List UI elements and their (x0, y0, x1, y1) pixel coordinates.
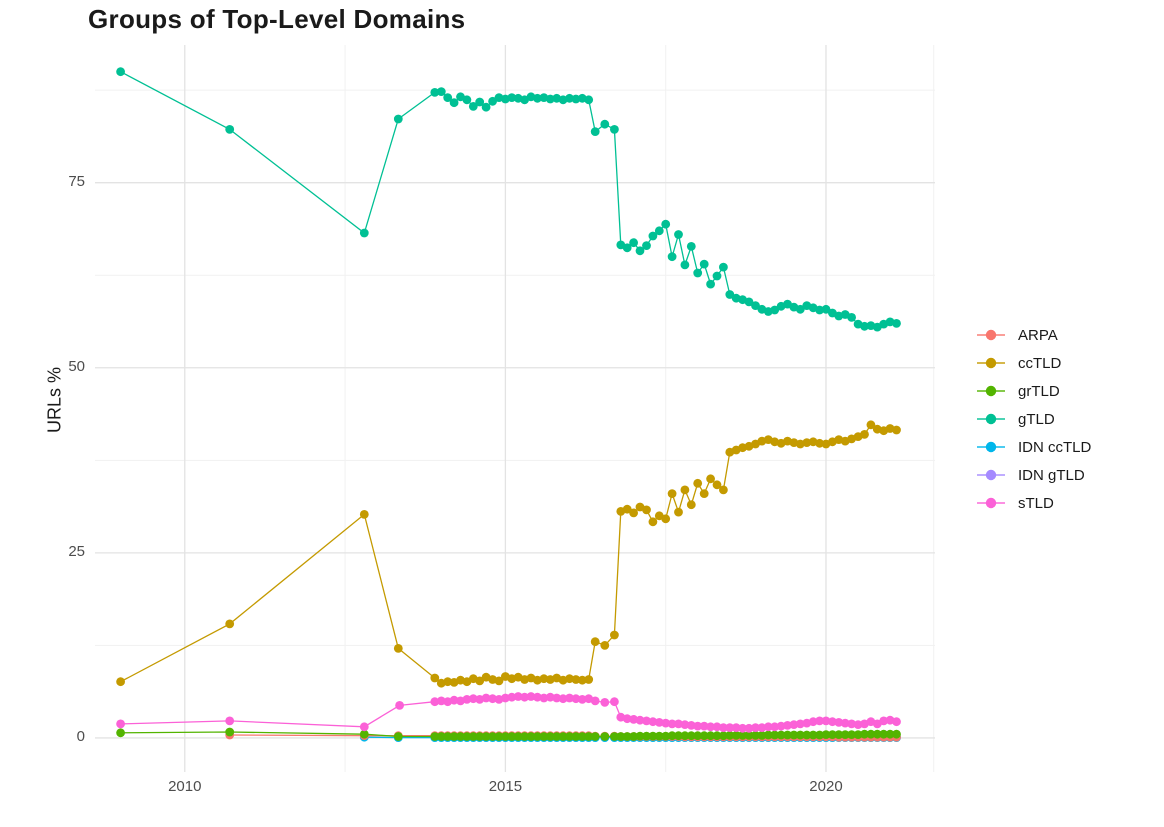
series-cctld (116, 420, 901, 688)
y-tick-label: 0 (76, 727, 85, 745)
legend-key-cctld-icon (977, 357, 1005, 369)
legend-key-stld-icon (977, 497, 1005, 509)
legend-label: grTLD (1018, 382, 1060, 400)
legend-key-gtld-icon (977, 413, 1005, 425)
x-tick-label: 2010 (168, 778, 202, 795)
grid-layer (95, 45, 935, 772)
series-cctld-line (120, 423, 897, 684)
legend-item-stld: sTLD (974, 489, 1091, 517)
plot-svg (95, 45, 935, 772)
legend: ARPA ccTLD grTLD gTLD IDN ccTLD IDN gTLD sTLD (974, 321, 1091, 517)
series-grtld (116, 727, 901, 741)
legend-item-idn-gtld: IDN gTLD (974, 461, 1091, 489)
series-stld (116, 692, 901, 733)
x-tick-label: 2020 (809, 778, 843, 795)
legend-label: gTLD (1018, 410, 1055, 428)
x-tick-label: 2015 (488, 778, 523, 795)
legend-label: IDN gTLD (1018, 466, 1085, 484)
legend-label: sTLD (1018, 494, 1054, 512)
legend-item-grtld: grTLD (974, 377, 1091, 405)
y-tick-label: 25 (68, 542, 85, 560)
legend-item-cctld: ccTLD (974, 349, 1091, 377)
series-gtld-line (120, 71, 897, 328)
legend-item-gtld: gTLD (974, 405, 1091, 433)
y-tick-label: 50 (68, 357, 85, 375)
series-gtld (116, 67, 901, 332)
legend-item-arpa: ARPA (974, 321, 1091, 349)
plot-panel (95, 45, 935, 772)
legend-item-idn-cctld: IDN ccTLD (974, 433, 1091, 461)
legend-key-idn-cctld-icon (977, 441, 1005, 453)
chart-title: Groups of Top-Level Domains (88, 4, 466, 34)
legend-label: ccTLD (1018, 354, 1062, 372)
legend-label: IDN ccTLD (1018, 438, 1092, 456)
legend-key-idn-gtld-icon (977, 469, 1005, 481)
legend-key-grtld-icon (977, 385, 1005, 397)
legend-label: ARPA (1018, 326, 1058, 344)
legend-key-arpa-icon (977, 329, 1005, 341)
y-tick-label: 75 (68, 172, 85, 190)
